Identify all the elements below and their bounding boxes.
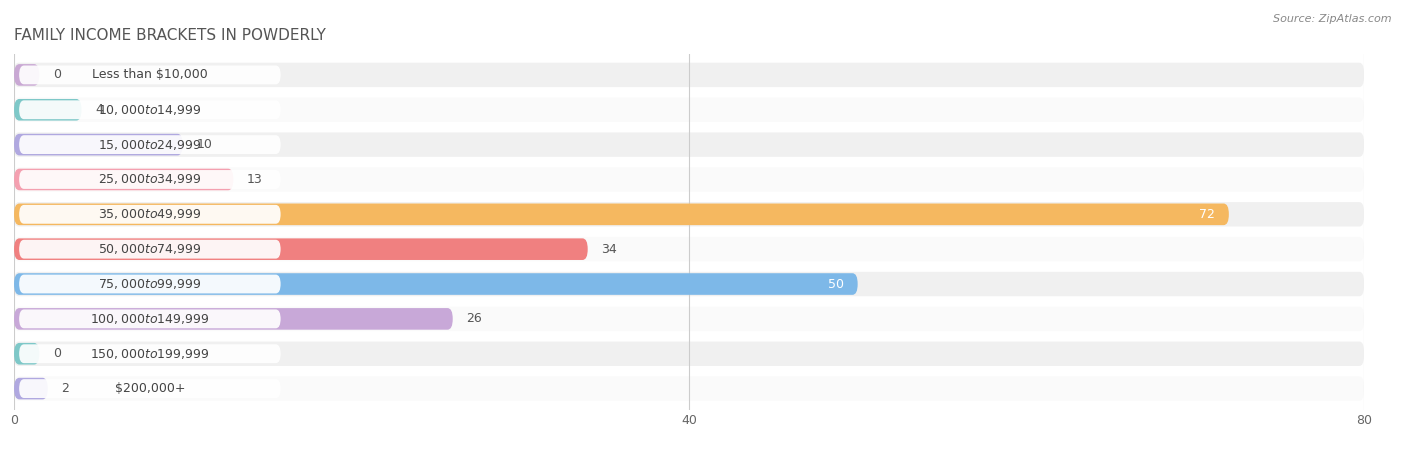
FancyBboxPatch shape bbox=[20, 344, 281, 363]
FancyBboxPatch shape bbox=[14, 238, 588, 260]
FancyBboxPatch shape bbox=[20, 100, 281, 119]
FancyBboxPatch shape bbox=[20, 66, 281, 84]
FancyBboxPatch shape bbox=[14, 376, 1364, 401]
FancyBboxPatch shape bbox=[20, 135, 281, 154]
FancyBboxPatch shape bbox=[14, 63, 1364, 87]
Text: FAMILY INCOME BRACKETS IN POWDERLY: FAMILY INCOME BRACKETS IN POWDERLY bbox=[14, 28, 326, 43]
FancyBboxPatch shape bbox=[14, 307, 1364, 331]
FancyBboxPatch shape bbox=[14, 202, 1364, 226]
FancyBboxPatch shape bbox=[20, 379, 281, 398]
FancyBboxPatch shape bbox=[14, 99, 82, 121]
FancyBboxPatch shape bbox=[14, 343, 39, 364]
FancyBboxPatch shape bbox=[14, 169, 233, 190]
Text: 0: 0 bbox=[53, 68, 60, 81]
Text: 26: 26 bbox=[467, 312, 482, 325]
Text: Source: ZipAtlas.com: Source: ZipAtlas.com bbox=[1274, 14, 1392, 23]
FancyBboxPatch shape bbox=[14, 272, 1364, 296]
Text: $75,000 to $99,999: $75,000 to $99,999 bbox=[98, 277, 201, 291]
FancyBboxPatch shape bbox=[14, 203, 1229, 225]
Text: $10,000 to $14,999: $10,000 to $14,999 bbox=[98, 103, 201, 117]
Text: $35,000 to $49,999: $35,000 to $49,999 bbox=[98, 207, 201, 221]
Text: 4: 4 bbox=[96, 103, 103, 116]
Text: 72: 72 bbox=[1199, 208, 1215, 221]
FancyBboxPatch shape bbox=[14, 64, 39, 86]
Text: 10: 10 bbox=[197, 138, 212, 151]
Text: $50,000 to $74,999: $50,000 to $74,999 bbox=[98, 242, 201, 256]
FancyBboxPatch shape bbox=[14, 237, 1364, 261]
Text: 0: 0 bbox=[53, 347, 60, 360]
Text: $150,000 to $199,999: $150,000 to $199,999 bbox=[90, 347, 209, 361]
FancyBboxPatch shape bbox=[20, 170, 281, 189]
FancyBboxPatch shape bbox=[14, 167, 1364, 192]
FancyBboxPatch shape bbox=[20, 310, 281, 328]
FancyBboxPatch shape bbox=[14, 132, 1364, 157]
Text: 2: 2 bbox=[62, 382, 69, 395]
FancyBboxPatch shape bbox=[14, 98, 1364, 122]
FancyBboxPatch shape bbox=[20, 274, 281, 293]
FancyBboxPatch shape bbox=[14, 342, 1364, 366]
Text: $15,000 to $24,999: $15,000 to $24,999 bbox=[98, 138, 201, 152]
Text: $200,000+: $200,000+ bbox=[115, 382, 186, 395]
Text: 34: 34 bbox=[602, 243, 617, 256]
Text: 50: 50 bbox=[828, 278, 844, 291]
FancyBboxPatch shape bbox=[20, 205, 281, 224]
FancyBboxPatch shape bbox=[14, 273, 858, 295]
Text: $25,000 to $34,999: $25,000 to $34,999 bbox=[98, 172, 201, 186]
FancyBboxPatch shape bbox=[14, 308, 453, 330]
Text: 13: 13 bbox=[247, 173, 263, 186]
FancyBboxPatch shape bbox=[14, 134, 183, 155]
Text: $100,000 to $149,999: $100,000 to $149,999 bbox=[90, 312, 209, 326]
FancyBboxPatch shape bbox=[20, 240, 281, 259]
Text: Less than $10,000: Less than $10,000 bbox=[91, 68, 208, 81]
FancyBboxPatch shape bbox=[14, 378, 48, 400]
